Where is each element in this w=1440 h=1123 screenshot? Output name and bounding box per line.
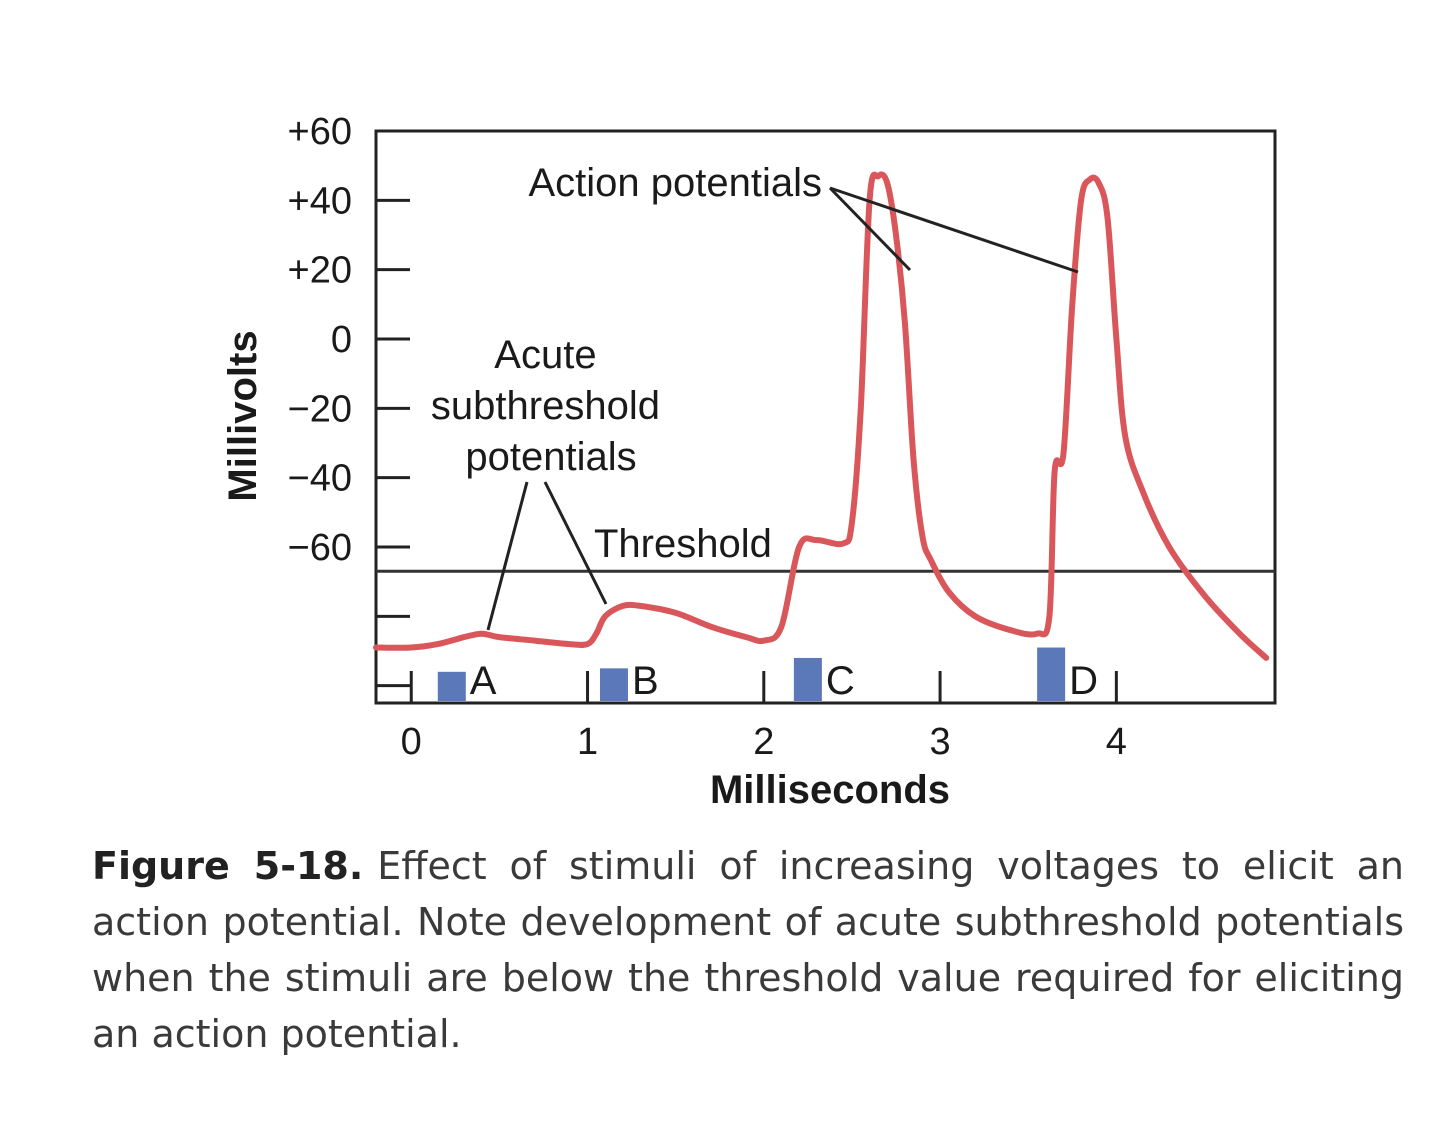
x-axis-label: Milliseconds bbox=[710, 768, 950, 812]
stimulus-label-a: A bbox=[470, 659, 497, 703]
stimulus-b bbox=[599, 668, 628, 701]
y-tick-label-3: 0 bbox=[331, 319, 352, 361]
x-tick-label-2: 2 bbox=[753, 721, 774, 763]
pointer-action-potential-1 bbox=[828, 186, 912, 272]
y-tick-label-5: −40 bbox=[288, 458, 352, 500]
x-tick-label-0: 0 bbox=[401, 721, 422, 763]
stimulus-c bbox=[793, 657, 822, 701]
y-tick-label-2: +20 bbox=[288, 250, 352, 292]
y-tick-label-1: +40 bbox=[288, 180, 352, 222]
stimulus-label-c: C bbox=[826, 659, 855, 703]
annotation-threshold: Threshold bbox=[594, 522, 772, 566]
membrane-potential-line bbox=[373, 171, 1270, 661]
chart: +60 +40 +20 0 −20 −40 −60 0 1 2 3 4 A B C D Action po… bbox=[221, 111, 1277, 812]
annotation-subthreshold-line-1: Acute bbox=[494, 333, 596, 377]
x-axis-ticks: 0 1 2 3 4 bbox=[401, 671, 1127, 763]
y-tick-label-6: −60 bbox=[288, 527, 352, 569]
y-axis-label: Millivolts bbox=[221, 330, 265, 501]
stimulus-label-b: B bbox=[632, 659, 659, 703]
x-tick-label-1: 1 bbox=[577, 721, 598, 763]
x-tick-label-4: 4 bbox=[1106, 721, 1127, 763]
figure-caption: Figure 5-18. Effect of stimuli of increas… bbox=[92, 838, 1404, 1062]
annotation-subthreshold-line-2: subthreshold bbox=[431, 384, 660, 428]
annotation-pointers bbox=[486, 186, 1079, 631]
stimulus-label-d: D bbox=[1069, 659, 1098, 703]
pointer-subthreshold-a bbox=[486, 481, 529, 631]
y-tick-label-0: +60 bbox=[288, 111, 352, 153]
plot-frame bbox=[374, 129, 1277, 705]
pointer-subthreshold-b bbox=[543, 481, 608, 605]
x-tick-label-3: 3 bbox=[930, 721, 951, 763]
annotation-subthreshold: Acute subthreshold potentials bbox=[431, 333, 671, 479]
y-tick-label-4: −20 bbox=[288, 388, 352, 430]
caption-text: Effect of stimuli of increasing voltages… bbox=[92, 844, 1404, 1056]
figure-number: Figure 5-18. bbox=[92, 844, 364, 888]
stimulus-markers: A B C D bbox=[437, 647, 1098, 703]
pointer-action-potential-2 bbox=[829, 186, 1079, 274]
y-axis-ticks: +60 +40 +20 0 −20 −40 −60 bbox=[288, 111, 410, 688]
stimulus-d bbox=[1037, 647, 1066, 701]
annotation-action-potentials: Action potentials bbox=[528, 161, 822, 205]
stimulus-a bbox=[437, 671, 466, 701]
annotation-subthreshold-line-3: potentials bbox=[465, 435, 636, 479]
